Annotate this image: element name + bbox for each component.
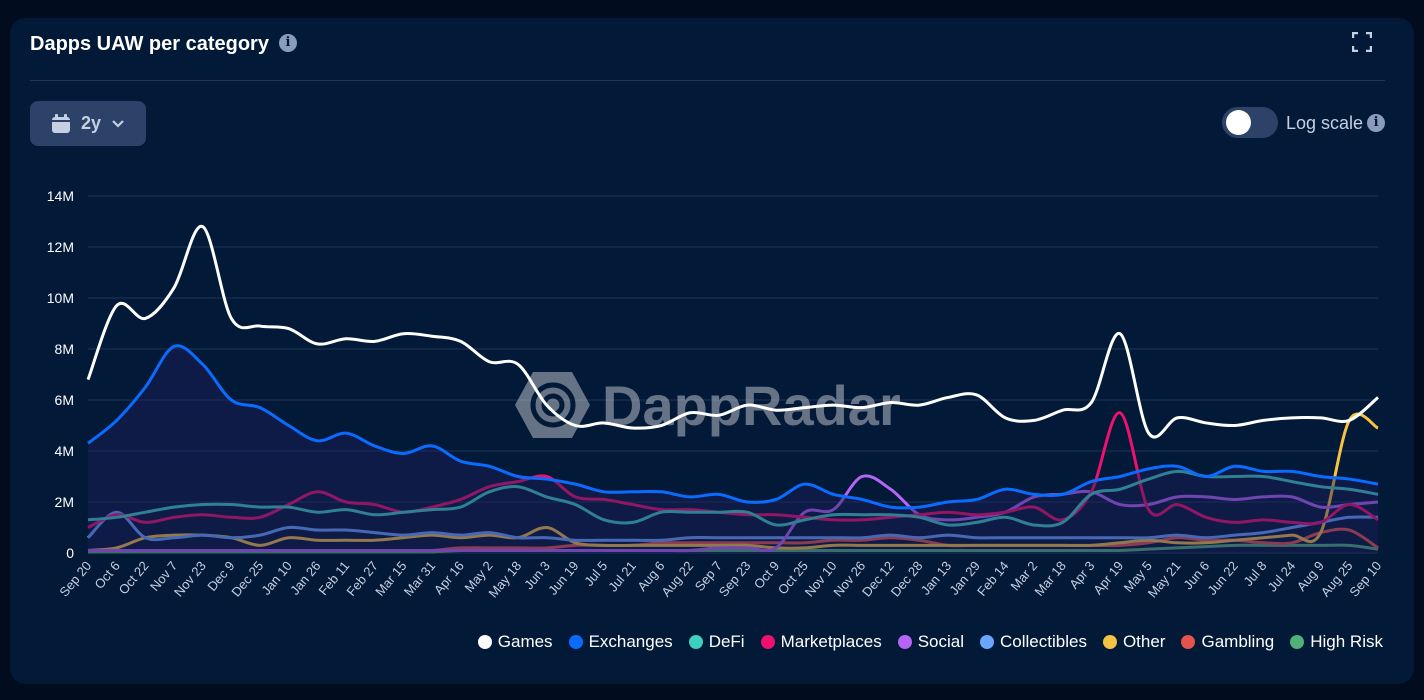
log-scale-info-icon[interactable]: i [1367, 113, 1386, 132]
x-tick-label: Oct 22 [116, 558, 152, 597]
info-icon[interactable]: i [278, 34, 297, 53]
exchanges-area [88, 345, 1378, 553]
x-tick-label: Jul 24 [1265, 558, 1299, 594]
legend: Games Exchanges DeFi Marketplaces Social Coll… [477, 632, 1383, 652]
x-tick-label: Sep 20 [56, 558, 94, 599]
series-line-exchanges[interactable] [87, 344, 1379, 510]
series-line-other[interactable] [87, 412, 1379, 552]
legend-item-defi[interactable]: DeFi [688, 632, 745, 652]
y-tick-label: 12M [47, 239, 74, 255]
x-tick-label: Jun 19 [545, 558, 582, 598]
x-tick-label: Mar 18 [1031, 558, 1069, 599]
x-tick-label: Sep 23 [716, 558, 754, 599]
y-tick-label: 10M [47, 290, 74, 306]
legend-item-high-risk[interactable]: High Risk [1290, 632, 1383, 652]
legend-label: Collectibles [1000, 632, 1087, 651]
y-tick-label: 4M [55, 443, 74, 459]
range-label: 2y [80, 113, 102, 133]
chevron-down-icon [112, 119, 124, 128]
x-tick-label: Dec 28 [888, 558, 926, 599]
y-tick-label: 0 [66, 545, 74, 561]
legend-dot [760, 635, 775, 649]
legend-item-marketplaces[interactable]: Marketplaces [760, 632, 882, 652]
legend-item-collectibles[interactable]: Collectibles [980, 632, 1087, 652]
legend-dot [1102, 635, 1117, 649]
y-tick-label: 8M [55, 341, 74, 357]
divider [30, 80, 1385, 81]
legend-label: Exchanges [588, 632, 673, 651]
legend-label: Other [1122, 632, 1166, 651]
legend-dot [1290, 635, 1305, 649]
x-tick-label: Apr 19 [1090, 558, 1126, 597]
x-tick-label: Aug 22 [658, 558, 696, 599]
legend-dot [568, 635, 583, 649]
x-tick-label: Jan 13 [918, 558, 955, 598]
toggle-knob [1226, 110, 1251, 135]
y-tick-label: 2M [55, 494, 74, 510]
legend-item-gambling[interactable]: Gambling [1181, 632, 1274, 652]
legend-label: High Risk [1310, 632, 1383, 651]
x-tick-label: Sep 10 [1346, 558, 1384, 599]
legend-item-games[interactable]: Games [477, 632, 553, 652]
calendar-icon [51, 113, 70, 133]
legend-dot [1181, 635, 1196, 649]
range-selector[interactable]: 2y [30, 101, 146, 146]
legend-item-exchanges[interactable]: Exchanges [568, 632, 673, 652]
x-tick-label: Feb 14 [974, 558, 1012, 599]
x-tick-label: Dec 25 [228, 558, 266, 599]
x-tick-label: Jan 10 [258, 558, 295, 598]
legend-label: DeFi [708, 632, 745, 651]
series-line-games[interactable] [86, 225, 1379, 439]
x-tick-label: Apr 16 [431, 558, 467, 597]
x-tick-label: Mar 31 [401, 558, 439, 599]
x-tick-label: Jul 21 [605, 558, 639, 594]
x-tick-label: Jun 22 [1204, 558, 1241, 598]
legend-item-social[interactable]: Social [897, 632, 965, 652]
y-tick-label: 14M [47, 188, 74, 204]
legend-dot [897, 635, 912, 649]
chart-title: Dapps UAW per category i [30, 33, 297, 56]
y-tick-label: 6M [55, 392, 74, 408]
log-scale-label: Log scale i [1286, 113, 1386, 134]
x-tick-label: Nov 23 [171, 558, 209, 599]
series-line-marketplaces[interactable] [87, 411, 1379, 529]
legend-label: Gambling [1201, 632, 1275, 651]
legend-dot [477, 635, 492, 649]
legend-label: Games [497, 632, 553, 651]
series-line-collectibles[interactable] [86, 510, 1379, 542]
fullscreen-icon[interactable] [1352, 32, 1372, 52]
legend-label: Marketplaces [780, 632, 882, 651]
legend-label: Social [917, 632, 965, 651]
legend-dot [688, 635, 703, 649]
series-line-social[interactable] [88, 474, 1379, 553]
series-line-defi[interactable] [87, 469, 1379, 528]
legend-item-other[interactable]: Other [1102, 632, 1166, 652]
log-scale-toggle[interactable] [1222, 107, 1278, 138]
legend-dot [980, 635, 995, 649]
chart-card [10, 18, 1414, 684]
